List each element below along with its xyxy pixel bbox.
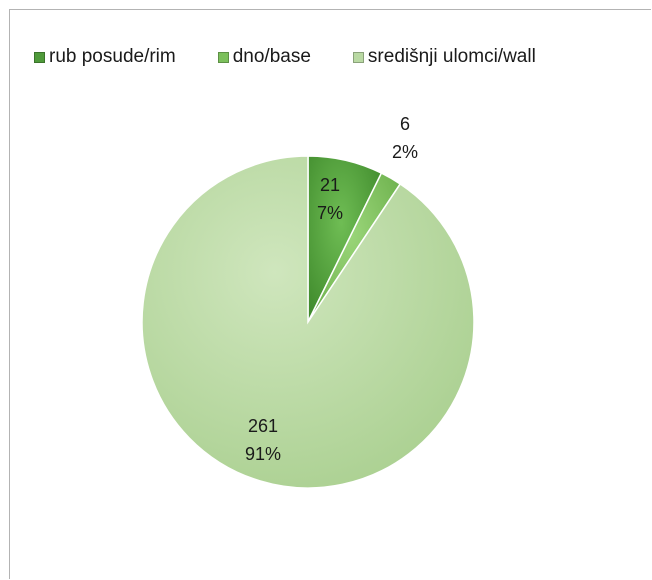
legend-label-rim: rub posude/rim	[49, 46, 176, 67]
data-label-wall-percent: 91%	[245, 444, 281, 464]
data-label-base: 6 2%	[392, 114, 418, 162]
data-label-rim: 21 7%	[317, 175, 343, 223]
data-label-wall-value: 261	[248, 416, 278, 436]
legend-item-base: dno/base	[217, 46, 311, 68]
legend-swatch-wall	[352, 51, 364, 63]
pie-slice-wall	[141, 155, 475, 489]
pie-data-labels: 21 7%6 2%261 91%	[245, 114, 418, 464]
legend-label-base: dno/base	[232, 46, 311, 67]
pie-slices	[141, 155, 475, 489]
data-label-rim-value: 21	[320, 175, 340, 195]
legend-swatch-base	[217, 51, 229, 63]
chart-legend: rub posude/rim dno/base središnji ulomci…	[34, 46, 536, 68]
data-label-rim-percent: 7%	[317, 203, 343, 223]
legend-item-rim: rub posude/rim	[34, 46, 176, 68]
data-label-base-percent: 2%	[392, 142, 418, 162]
legend-item-wall: središnji ulomci/wall	[352, 46, 536, 68]
data-label-wall: 261 91%	[245, 416, 281, 464]
data-label-base-value: 6	[400, 114, 410, 134]
legend-label-wall: središnji ulomci/wall	[367, 46, 536, 67]
legend-swatch-rim	[34, 51, 45, 63]
